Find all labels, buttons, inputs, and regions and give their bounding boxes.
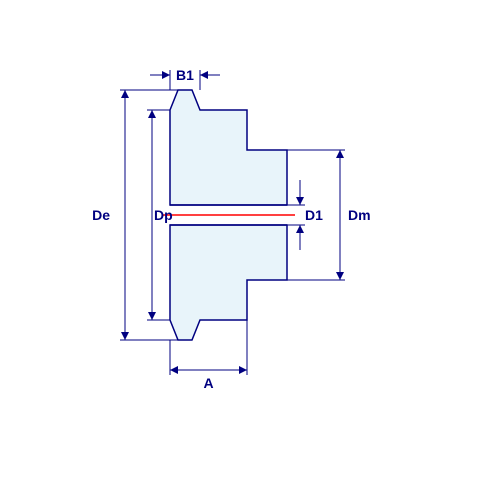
svg-text:D1: D1 — [305, 207, 323, 223]
sprocket-diagram: B1 De Dp D1 Dm A — [0, 0, 500, 500]
svg-text:A: A — [203, 375, 213, 391]
svg-text:B1: B1 — [176, 67, 194, 83]
svg-text:De: De — [92, 207, 110, 223]
svg-text:Dp: Dp — [154, 207, 173, 223]
svg-text:Dm: Dm — [348, 207, 371, 223]
